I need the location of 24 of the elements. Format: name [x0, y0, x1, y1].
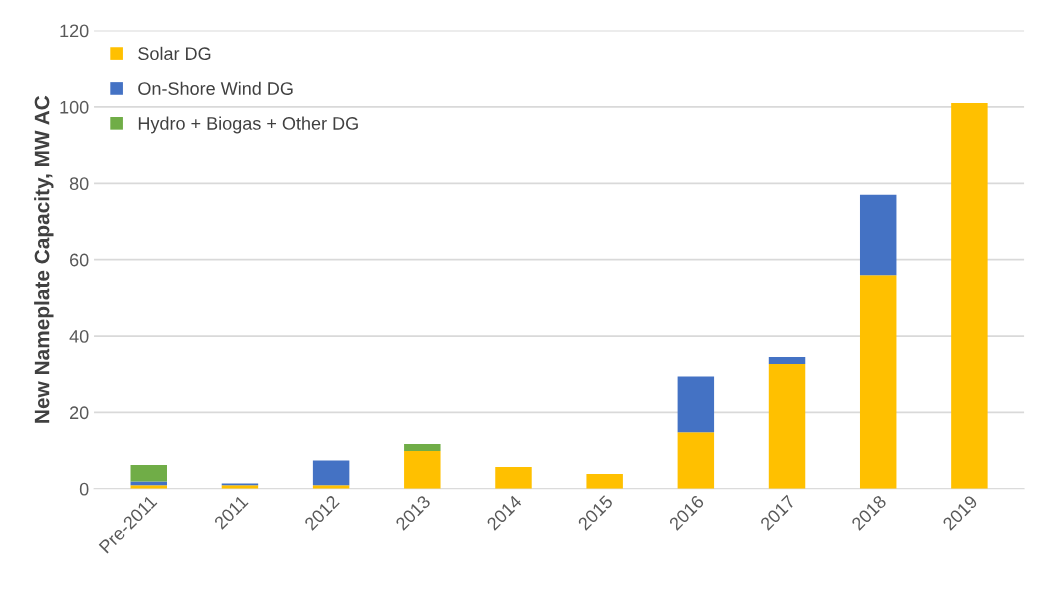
bar [859, 275, 897, 489]
y-axis-title: New Nameplate Capacity, MW AC [34, 95, 54, 423]
y-tick-label: 60 [70, 253, 89, 267]
bar [586, 473, 623, 489]
bar [312, 460, 350, 486]
bar [951, 103, 988, 489]
bar [859, 194, 897, 276]
bar [768, 357, 806, 364]
bar [130, 465, 167, 482]
bar [768, 363, 806, 489]
y-tick-label: 0 [79, 482, 89, 496]
y-tick-label: 120 [60, 24, 89, 38]
legend-label: Hydro + Biogas + Other DG [138, 116, 358, 134]
y-tick-label: 100 [60, 100, 89, 114]
bar [404, 450, 441, 489]
legend-label: Solar DG [138, 46, 211, 61]
bar [404, 444, 441, 451]
y-tick-label: 80 [69, 177, 89, 191]
bar [677, 432, 715, 489]
legend-label: On-Shore Wind DG [138, 81, 293, 95]
bar [677, 376, 715, 433]
bar [495, 467, 532, 489]
y-tick-label: 40 [69, 329, 89, 343]
y-tick-label: 20 [70, 406, 89, 420]
